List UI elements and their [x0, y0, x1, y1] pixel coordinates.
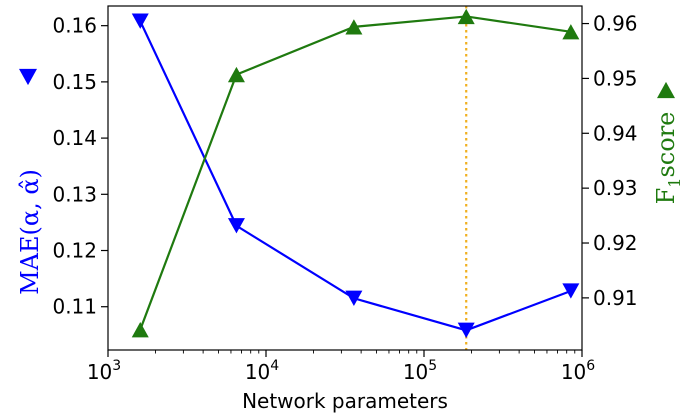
- right-axis-label-subscript: 1: [665, 178, 684, 188]
- right-y-tick-label: 0.96: [593, 12, 638, 36]
- tick-layer: 103 104 105 1060.110.120.130.140.150.160.91…: [52, 12, 637, 384]
- series-right-point: [562, 24, 580, 40]
- right-axis-label-rest: score: [652, 112, 680, 178]
- series-left-point: [345, 290, 363, 306]
- right-axis-label: F1score: [652, 112, 684, 205]
- x-tick-exponent: 4: [270, 358, 279, 374]
- left-y-tick-label: 0.14: [52, 126, 97, 150]
- series-right-point: [227, 66, 245, 83]
- right-y-tick-label: 0.93: [593, 176, 638, 200]
- right-axis-label-group: F1score: [652, 112, 684, 205]
- right-y-tick-label: 0.91: [593, 286, 638, 310]
- plot-content: [131, 6, 580, 350]
- left-axis-marker-icon: [19, 68, 37, 86]
- right-axis-label-main: F: [652, 188, 680, 205]
- x-tick-base: 10: [245, 360, 270, 384]
- left-y-tick-label: 0.15: [52, 70, 97, 94]
- x-tick-exponent: 3: [112, 358, 121, 374]
- series-left-point: [457, 322, 475, 338]
- left-axis-label: MAE(α, α̂): [16, 169, 44, 295]
- x-tick-label: 103: [87, 358, 121, 384]
- series-right-point: [457, 8, 475, 25]
- x-tick-label: 105: [403, 358, 437, 384]
- left-axis-label-group: MAE(α, α̂): [16, 169, 44, 295]
- right-y-tick-label: 0.94: [593, 121, 638, 145]
- left-y-tick-label: 0.16: [52, 14, 97, 38]
- series-right-point: [345, 19, 363, 35]
- series-left-point: [131, 13, 149, 29]
- x-tick-label: 106: [561, 358, 595, 384]
- plot-frame: [107, 5, 583, 351]
- series-left-line: [139, 20, 572, 332]
- series-left-point: [562, 283, 580, 299]
- x-tick-base: 10: [561, 360, 586, 384]
- x-tick-exponent: 5: [428, 358, 437, 374]
- right-y-tick-label: 0.95: [593, 66, 638, 90]
- right-y-tick-label: 0.92: [593, 231, 638, 255]
- series-right-line: [139, 15, 572, 331]
- x-axis-label: Network parameters: [242, 389, 448, 413]
- x-tick-base: 10: [403, 360, 428, 384]
- left-y-tick-label: 0.11: [52, 295, 97, 319]
- right-axis-marker-icon: [657, 81, 675, 99]
- series-left-point: [227, 218, 245, 234]
- left-y-tick-label: 0.12: [52, 239, 97, 263]
- x-tick-exponent: 6: [586, 358, 595, 374]
- x-tick-base: 10: [87, 360, 112, 384]
- left-y-tick-label: 0.13: [52, 182, 97, 206]
- series-right-point: [131, 322, 149, 338]
- x-tick-label: 104: [245, 358, 279, 384]
